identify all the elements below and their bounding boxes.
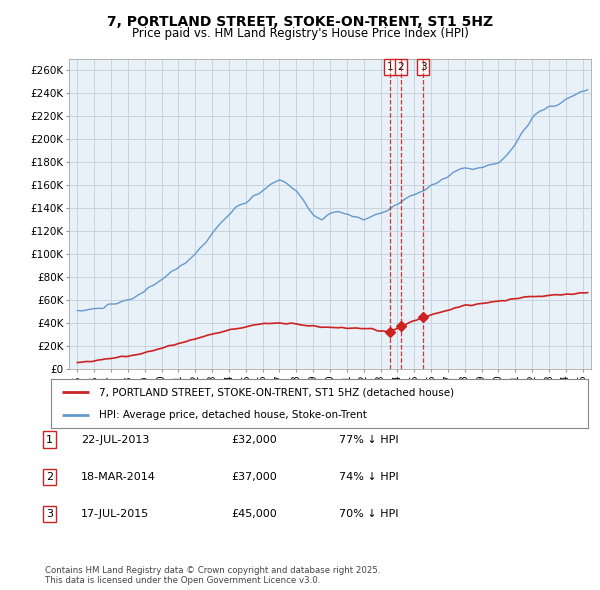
Text: 1: 1 <box>386 62 393 72</box>
Text: 1: 1 <box>46 435 53 444</box>
Text: 3: 3 <box>420 62 427 72</box>
Text: HPI: Average price, detached house, Stoke-on-Trent: HPI: Average price, detached house, Stok… <box>100 409 367 419</box>
Text: 7, PORTLAND STREET, STOKE-ON-TRENT, ST1 5HZ (detached house): 7, PORTLAND STREET, STOKE-ON-TRENT, ST1 … <box>100 388 454 398</box>
Text: 70% ↓ HPI: 70% ↓ HPI <box>339 509 398 519</box>
Text: 77% ↓ HPI: 77% ↓ HPI <box>339 435 398 444</box>
Text: 74% ↓ HPI: 74% ↓ HPI <box>339 472 398 481</box>
Text: 3: 3 <box>46 509 53 519</box>
Text: 7, PORTLAND STREET, STOKE-ON-TRENT, ST1 5HZ: 7, PORTLAND STREET, STOKE-ON-TRENT, ST1 … <box>107 15 493 30</box>
Text: 18-MAR-2014: 18-MAR-2014 <box>81 472 156 481</box>
Text: 2: 2 <box>398 62 404 72</box>
Text: £37,000: £37,000 <box>231 472 277 481</box>
Text: £32,000: £32,000 <box>231 435 277 444</box>
Text: Contains HM Land Registry data © Crown copyright and database right 2025.
This d: Contains HM Land Registry data © Crown c… <box>45 566 380 585</box>
Text: 22-JUL-2013: 22-JUL-2013 <box>81 435 149 444</box>
Text: 2: 2 <box>46 472 53 481</box>
Text: £45,000: £45,000 <box>231 509 277 519</box>
Text: Price paid vs. HM Land Registry's House Price Index (HPI): Price paid vs. HM Land Registry's House … <box>131 27 469 40</box>
Text: 17-JUL-2015: 17-JUL-2015 <box>81 509 149 519</box>
